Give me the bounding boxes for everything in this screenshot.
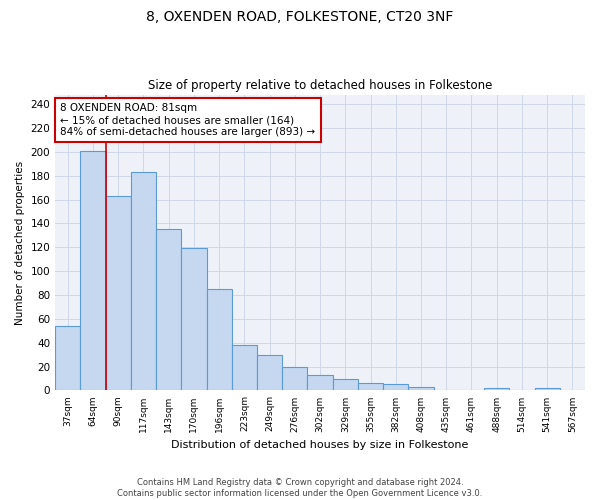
X-axis label: Distribution of detached houses by size in Folkestone: Distribution of detached houses by size …: [172, 440, 469, 450]
Bar: [307, 375, 332, 390]
Bar: [358, 384, 383, 390]
Bar: [383, 384, 409, 390]
Bar: [206, 289, 232, 390]
Bar: [232, 345, 257, 391]
Bar: [80, 150, 106, 390]
Bar: [484, 388, 509, 390]
Y-axis label: Number of detached properties: Number of detached properties: [15, 160, 25, 324]
Bar: [156, 230, 181, 390]
Bar: [535, 388, 560, 390]
Bar: [131, 172, 156, 390]
Bar: [181, 248, 206, 390]
Text: 8 OXENDEN ROAD: 81sqm
← 15% of detached houses are smaller (164)
84% of semi-det: 8 OXENDEN ROAD: 81sqm ← 15% of detached …: [61, 104, 316, 136]
Bar: [257, 354, 282, 390]
Text: Contains HM Land Registry data © Crown copyright and database right 2024.
Contai: Contains HM Land Registry data © Crown c…: [118, 478, 482, 498]
Text: 8, OXENDEN ROAD, FOLKESTONE, CT20 3NF: 8, OXENDEN ROAD, FOLKESTONE, CT20 3NF: [146, 10, 454, 24]
Bar: [332, 378, 358, 390]
Bar: [55, 326, 80, 390]
Bar: [282, 366, 307, 390]
Bar: [409, 387, 434, 390]
Bar: [106, 196, 131, 390]
Title: Size of property relative to detached houses in Folkestone: Size of property relative to detached ho…: [148, 79, 492, 92]
